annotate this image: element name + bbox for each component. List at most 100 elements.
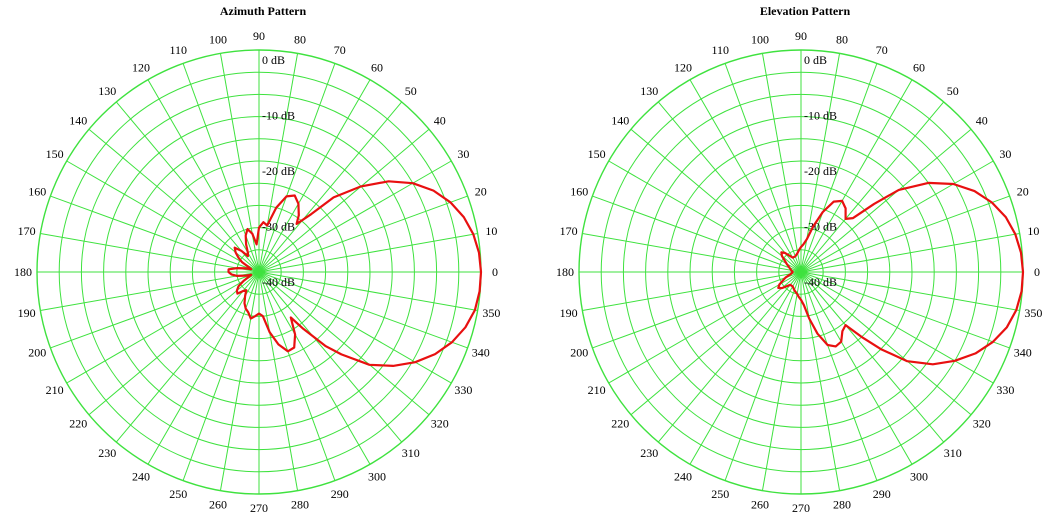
angle-tick-label: 110 <box>170 43 188 57</box>
angle-tick-label: 130 <box>98 84 116 98</box>
elevation-chart-panel: Elevation Pattern 0 dB -10 dB -20 dB -30 dB… <box>542 0 1052 524</box>
angle-tick-label: 90 <box>253 29 265 43</box>
angle-tick-label: 0 <box>1034 265 1040 279</box>
angle-tick-label: 260 <box>209 497 227 511</box>
grid-ring <box>711 182 891 362</box>
angle-tick-label: 270 <box>250 501 268 515</box>
angle-tick-label: 330 <box>996 383 1014 397</box>
grid-ring <box>125 138 393 406</box>
angle-tick-label: 60 <box>371 61 383 75</box>
angle-tick-label: 220 <box>611 417 629 431</box>
azimuth-chart-panel: Azimuth Pattern 0 dB -10 dB -20 dB -30 dB -4… <box>14 4 500 515</box>
angle-tick-label: 240 <box>674 469 692 483</box>
angle-tick-label: 220 <box>69 417 87 431</box>
grid-ring <box>689 160 913 384</box>
angle-tick-label: 340 <box>1014 346 1032 360</box>
angle-tick-label: 140 <box>69 113 87 127</box>
grid-ring <box>58 71 460 473</box>
polar-grid <box>36 49 482 495</box>
angle-tick-label: 190 <box>560 306 578 320</box>
angle-tick-label: 30 <box>457 147 469 161</box>
radial-tick-label: 0 dB <box>804 53 827 67</box>
angle-tick-label: 70 <box>334 43 346 57</box>
angle-tick-label: 70 <box>876 43 888 57</box>
radial-tick-label: -20 dB <box>804 164 837 178</box>
angle-tick-label: 240 <box>132 469 150 483</box>
angle-tick-label: 250 <box>711 487 729 501</box>
angle-tick-label: 300 <box>910 469 928 483</box>
angle-tick-label: 130 <box>640 84 658 98</box>
angle-tick-label: 160 <box>28 184 46 198</box>
angle-tick-label: 230 <box>98 446 116 460</box>
angle-tick-label: 200 <box>570 346 588 360</box>
angle-tick-label: 210 <box>588 383 606 397</box>
radial-tick-label: -10 dB <box>262 109 295 123</box>
grid-ring <box>80 93 438 451</box>
angle-tick-label: 80 <box>294 33 306 47</box>
angle-tick-label: 340 <box>472 346 490 360</box>
angle-tick-label: 250 <box>169 487 187 501</box>
grid-ring <box>147 160 371 384</box>
angle-tick-label: 50 <box>405 84 417 98</box>
grid-ring <box>645 116 957 428</box>
angle-tick-label: 280 <box>833 497 851 511</box>
angle-tick-label: 50 <box>947 84 959 98</box>
angle-tick-label: 310 <box>944 446 962 460</box>
angle-tick-label: 110 <box>712 43 730 57</box>
grid-ring <box>622 93 980 451</box>
angle-tick-label: 10 <box>485 224 497 238</box>
angle-tick-label: 0 <box>492 265 498 279</box>
angle-tick-label: 310 <box>402 446 420 460</box>
angle-tick-label: 100 <box>209 33 227 47</box>
grid-ring <box>103 116 415 428</box>
angle-tick-label: 300 <box>368 469 386 483</box>
angle-tick-label: 100 <box>751 33 769 47</box>
angle-tick-label: 320 <box>973 417 991 431</box>
grid-ring <box>778 249 824 295</box>
angle-tick-label: 140 <box>611 113 629 127</box>
angle-tick-label: 30 <box>999 147 1011 161</box>
grid-ring <box>600 71 1002 473</box>
angle-tick-label: 350 <box>1024 306 1042 320</box>
angle-tick-label: 230 <box>640 446 658 460</box>
angle-tick-label: 210 <box>46 383 64 397</box>
angle-tick-label: 260 <box>751 497 769 511</box>
radial-tick-label: -40 dB <box>262 275 295 289</box>
angle-tick-label: 190 <box>18 306 36 320</box>
grid-ring <box>169 182 349 362</box>
angle-tick-label: 180 <box>14 265 32 279</box>
angle-tick-label: 290 <box>873 487 891 501</box>
pattern-series-line <box>777 181 1025 366</box>
angle-tick-label: 150 <box>588 147 606 161</box>
elevation-polar-plot: 0 dB -10 dB -20 dB -30 dB -40 dB 0 10 20 30 40 50 6… <box>556 29 1042 515</box>
angle-tick-label: 270 <box>792 501 810 515</box>
angle-tick-label: 290 <box>331 487 349 501</box>
angle-tick-label: 90 <box>795 29 807 43</box>
angle-tick-label: 150 <box>46 147 64 161</box>
angle-tick-label: 350 <box>482 306 500 320</box>
chart-title: Azimuth Pattern <box>219 4 307 18</box>
angle-tick-label: 180 <box>556 265 574 279</box>
angle-tick-label: 80 <box>836 33 848 47</box>
angle-tick-label: 330 <box>454 383 472 397</box>
angle-tick-label: 120 <box>674 61 692 75</box>
grid-ring <box>667 138 935 406</box>
radial-tick-label: -30 dB <box>262 220 295 234</box>
angle-tick-label: 320 <box>431 417 449 431</box>
pattern-series-line <box>227 180 483 367</box>
chart-title: Elevation Pattern <box>759 4 851 18</box>
grid-ring <box>236 249 282 295</box>
grid-ring <box>191 204 327 340</box>
azimuth-polar-plot: 0 dB -10 dB -20 dB -30 dB -40 dB 0 10 20 30 40 50 6… <box>14 29 500 515</box>
angle-tick-label: 120 <box>132 61 150 75</box>
angle-tick-label: 200 <box>28 346 46 360</box>
angle-tick-label: 170 <box>18 224 36 238</box>
radial-tick-label: 0 dB <box>262 53 285 67</box>
radial-tick-label: -30 dB <box>804 220 837 234</box>
angle-tick-label: 170 <box>560 224 578 238</box>
angle-tick-label: 280 <box>291 497 309 511</box>
polar-grid <box>578 49 1024 495</box>
angle-tick-label: 20 <box>475 184 487 198</box>
angle-tick-label: 20 <box>1017 184 1029 198</box>
grid-ring <box>756 227 846 317</box>
